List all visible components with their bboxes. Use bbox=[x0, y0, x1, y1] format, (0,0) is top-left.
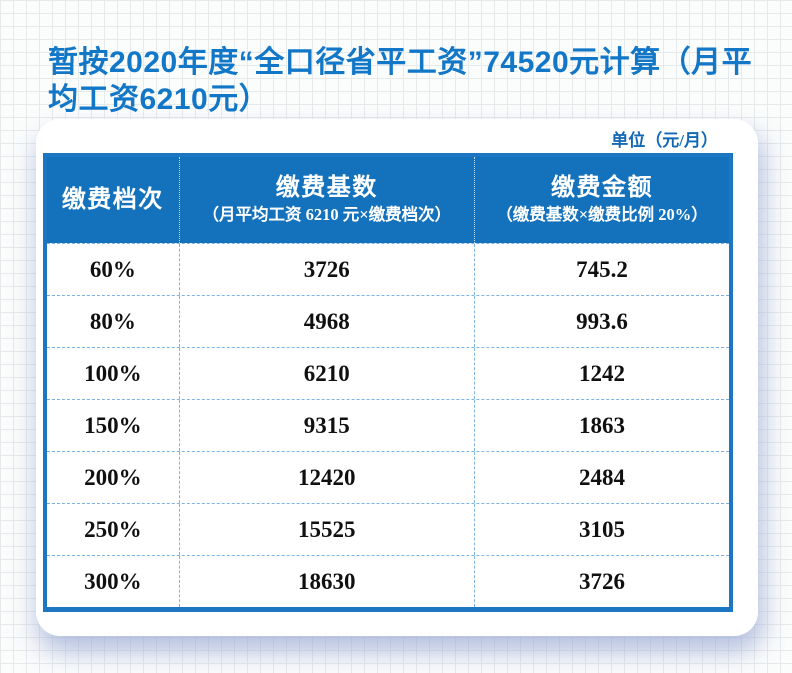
header-amount-title: 缴费金额 bbox=[550, 175, 653, 201]
cell-grade: 300% bbox=[84, 568, 142, 594]
cell-base: 15525 bbox=[178, 504, 474, 555]
cell-amount: 993.6 bbox=[473, 296, 729, 347]
header-cell-amount: 缴费金额 （缴费基数×缴费比例 20%） bbox=[473, 157, 729, 243]
cell-grade: 100% bbox=[84, 360, 142, 386]
cell-amount: 1242 bbox=[473, 348, 729, 399]
cell-base: 18630 bbox=[178, 556, 474, 607]
page-title: 暂按2020年度“全口径省平工资”74520元计算（月平 均工资6210元） bbox=[48, 44, 764, 118]
cell-amount: 3726 bbox=[473, 556, 729, 607]
table-row: 60% 3726 745.2 bbox=[47, 243, 729, 295]
cell-base: 6210 bbox=[178, 348, 474, 399]
header-base-subtitle: （月平均工资 6210 元×缴费档次） bbox=[202, 205, 452, 224]
table-row: 80% 4968 993.6 bbox=[47, 295, 729, 347]
contribution-table: 缴费档次 缴费基数 （月平均工资 6210 元×缴费档次） 缴费金额 （缴费基数… bbox=[43, 153, 733, 612]
cell-base: 4968 bbox=[178, 296, 474, 347]
header-cell-grade: 缴费档次 bbox=[47, 157, 179, 243]
cell-base: 9315 bbox=[178, 400, 474, 451]
cell-grade: 250% bbox=[84, 516, 142, 542]
cell-base: 12420 bbox=[178, 452, 474, 503]
page-title-line-1: 暂按2020年度“全口径省平工资”74520元计算（月平 bbox=[48, 46, 753, 79]
cell-amount: 745.2 bbox=[473, 244, 729, 295]
table-header-row: 缴费档次 缴费基数 （月平均工资 6210 元×缴费档次） 缴费金额 （缴费基数… bbox=[47, 157, 729, 243]
cell-grade: 80% bbox=[89, 308, 136, 334]
table-row: 200% 12420 2484 bbox=[47, 451, 729, 503]
header-amount-subtitle: （缴费基数×缴费比例 20%） bbox=[496, 205, 708, 224]
table-row: 250% 15525 3105 bbox=[47, 503, 729, 555]
unit-label: 单位（元/月） bbox=[611, 131, 718, 150]
cell-grade: 200% bbox=[84, 464, 142, 490]
header-grade-title: 缴费档次 bbox=[61, 187, 164, 213]
table-row: 100% 6210 1242 bbox=[47, 347, 729, 399]
cell-amount: 1863 bbox=[473, 400, 729, 451]
cell-grade: 150% bbox=[84, 412, 142, 438]
cell-base: 3726 bbox=[178, 244, 474, 295]
cell-amount: 3105 bbox=[473, 504, 729, 555]
header-base-title: 缴费基数 bbox=[275, 175, 378, 201]
header-cell-base: 缴费基数 （月平均工资 6210 元×缴费档次） bbox=[178, 157, 474, 243]
content-card: 单位（元/月） 缴费档次 缴费基数 （月平均工资 6210 元×缴费档次） 缴费… bbox=[36, 119, 758, 636]
table-row: 300% 18630 3726 bbox=[47, 555, 729, 607]
page-title-line-2: 均工资6210元） bbox=[48, 83, 270, 116]
table-row: 150% 9315 1863 bbox=[47, 399, 729, 451]
cell-amount: 2484 bbox=[473, 452, 729, 503]
cell-grade: 60% bbox=[89, 256, 136, 282]
